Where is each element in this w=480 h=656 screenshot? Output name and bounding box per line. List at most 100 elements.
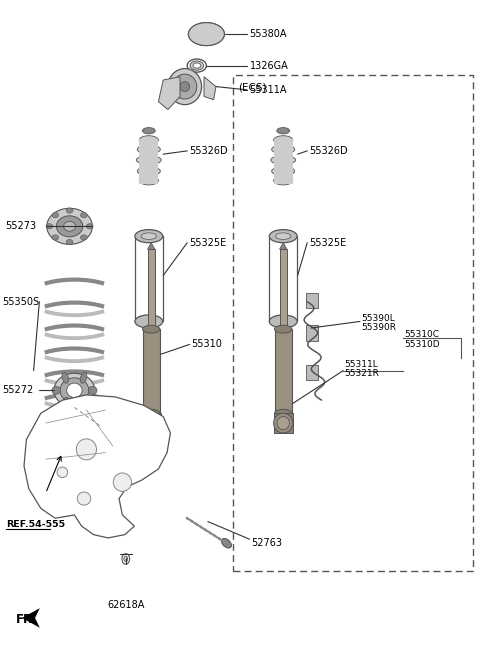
Ellipse shape — [54, 373, 95, 407]
Ellipse shape — [66, 239, 73, 245]
Ellipse shape — [274, 413, 293, 433]
Ellipse shape — [52, 386, 60, 394]
Ellipse shape — [81, 235, 87, 240]
Text: REF.54-555: REF.54-555 — [6, 520, 65, 529]
Ellipse shape — [135, 230, 163, 243]
Ellipse shape — [62, 398, 69, 408]
Ellipse shape — [56, 216, 83, 237]
Ellipse shape — [173, 74, 197, 99]
Ellipse shape — [52, 235, 59, 240]
Ellipse shape — [122, 554, 130, 564]
Polygon shape — [158, 77, 180, 110]
Text: 55273: 55273 — [5, 221, 36, 232]
Ellipse shape — [124, 556, 128, 562]
Ellipse shape — [274, 176, 293, 185]
Ellipse shape — [190, 61, 204, 70]
Ellipse shape — [269, 315, 297, 328]
Text: 55390L: 55390L — [361, 314, 395, 323]
Ellipse shape — [143, 325, 160, 333]
Polygon shape — [306, 325, 318, 341]
Polygon shape — [279, 243, 287, 249]
Text: 55310D: 55310D — [405, 340, 440, 349]
Ellipse shape — [81, 213, 87, 218]
Ellipse shape — [209, 532, 211, 534]
Text: 55310: 55310 — [191, 339, 222, 350]
Ellipse shape — [204, 529, 207, 531]
Text: 1326GA: 1326GA — [250, 60, 288, 71]
Bar — [279, 249, 287, 329]
Ellipse shape — [46, 224, 53, 229]
Bar — [139, 139, 158, 184]
Text: 55272: 55272 — [2, 385, 34, 396]
Bar — [143, 329, 160, 413]
Ellipse shape — [276, 233, 291, 239]
Text: 55326D: 55326D — [190, 146, 228, 156]
Polygon shape — [22, 608, 40, 628]
Ellipse shape — [143, 409, 160, 417]
Ellipse shape — [193, 63, 201, 68]
Ellipse shape — [272, 167, 295, 176]
Ellipse shape — [142, 413, 161, 433]
Ellipse shape — [66, 208, 73, 213]
Text: 55350S: 55350S — [2, 297, 39, 307]
Bar — [275, 329, 292, 413]
Ellipse shape — [218, 538, 220, 540]
Ellipse shape — [137, 145, 160, 154]
Polygon shape — [306, 293, 318, 308]
Polygon shape — [306, 365, 318, 380]
Ellipse shape — [191, 520, 193, 522]
Text: 52763: 52763 — [251, 538, 282, 548]
Ellipse shape — [180, 82, 190, 91]
Ellipse shape — [195, 523, 197, 525]
Polygon shape — [204, 77, 216, 100]
Ellipse shape — [80, 398, 87, 408]
Text: 55311L: 55311L — [345, 359, 378, 369]
Text: 55310C: 55310C — [405, 330, 440, 339]
Ellipse shape — [76, 439, 96, 460]
Ellipse shape — [186, 517, 188, 520]
Ellipse shape — [275, 409, 292, 417]
Bar — [269, 236, 297, 321]
Ellipse shape — [223, 541, 225, 543]
Polygon shape — [148, 243, 155, 249]
Ellipse shape — [228, 543, 229, 546]
Ellipse shape — [86, 224, 93, 229]
Ellipse shape — [143, 127, 155, 134]
Polygon shape — [24, 395, 170, 538]
Ellipse shape — [137, 167, 160, 176]
Ellipse shape — [47, 208, 92, 245]
Bar — [274, 139, 293, 184]
Ellipse shape — [113, 473, 132, 491]
Ellipse shape — [141, 233, 156, 239]
Ellipse shape — [135, 315, 163, 328]
Ellipse shape — [136, 155, 161, 165]
Ellipse shape — [63, 221, 75, 232]
Ellipse shape — [200, 526, 202, 528]
Text: 55325E: 55325E — [190, 237, 227, 248]
Ellipse shape — [214, 535, 216, 537]
Ellipse shape — [222, 539, 231, 548]
Ellipse shape — [275, 325, 292, 333]
Ellipse shape — [277, 417, 289, 430]
Text: 55326D: 55326D — [310, 146, 348, 156]
Ellipse shape — [145, 417, 157, 430]
Text: FR.: FR. — [16, 613, 38, 626]
Ellipse shape — [272, 145, 295, 154]
Text: 62618A: 62618A — [107, 600, 144, 610]
Ellipse shape — [139, 176, 158, 185]
Bar — [203, 33, 210, 43]
Ellipse shape — [139, 136, 158, 144]
Ellipse shape — [277, 127, 289, 134]
Bar — [274, 413, 293, 433]
Ellipse shape — [271, 155, 296, 165]
Ellipse shape — [88, 386, 97, 394]
Ellipse shape — [62, 373, 69, 383]
Ellipse shape — [269, 230, 297, 243]
Ellipse shape — [57, 467, 68, 478]
Ellipse shape — [274, 136, 293, 144]
Text: 55380A: 55380A — [250, 29, 287, 39]
Ellipse shape — [188, 23, 225, 46]
Ellipse shape — [60, 378, 89, 403]
Ellipse shape — [80, 373, 87, 383]
Text: 55325E: 55325E — [310, 237, 347, 248]
